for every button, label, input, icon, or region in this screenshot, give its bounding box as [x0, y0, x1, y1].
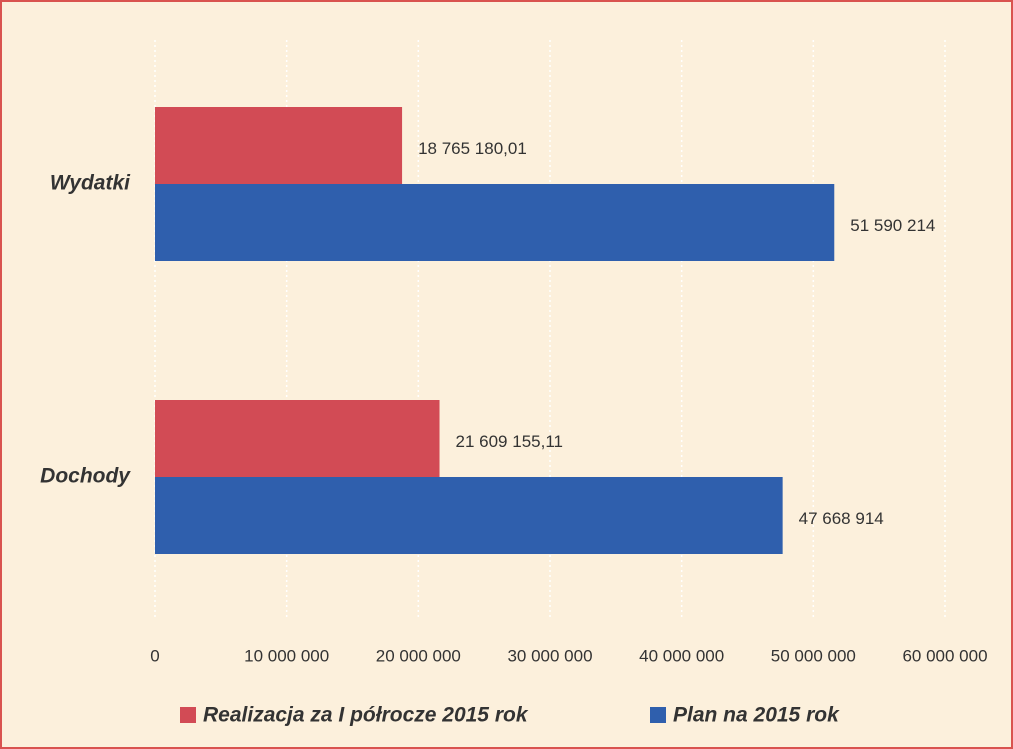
category-label: Wydatki [50, 172, 131, 195]
x-tick-label: 20 000 000 [376, 646, 461, 665]
legend-swatch [650, 707, 666, 723]
category-label: Dochody [40, 465, 131, 488]
x-tick-label: 0 [150, 646, 159, 665]
data-label: 51 590 214 [850, 216, 935, 235]
x-tick-label: 30 000 000 [507, 646, 592, 665]
data-label: 47 668 914 [799, 509, 884, 528]
legend-label: Plan na 2015 rok [673, 704, 840, 727]
bar [155, 400, 440, 477]
x-tick-label: 60 000 000 [902, 646, 987, 665]
data-label: 18 765 180,01 [418, 139, 527, 158]
bar [155, 107, 403, 184]
bar [155, 184, 835, 261]
data-label: 21 609 155,11 [456, 432, 563, 451]
x-tick-label: 40 000 000 [639, 646, 724, 665]
x-tick-label: 10 000 000 [244, 646, 329, 665]
legend-label: Realizacja za I półrocze 2015 rok [203, 704, 529, 727]
legend-swatch [180, 707, 196, 723]
x-tick-label: 50 000 000 [771, 646, 856, 665]
bar [155, 477, 783, 554]
